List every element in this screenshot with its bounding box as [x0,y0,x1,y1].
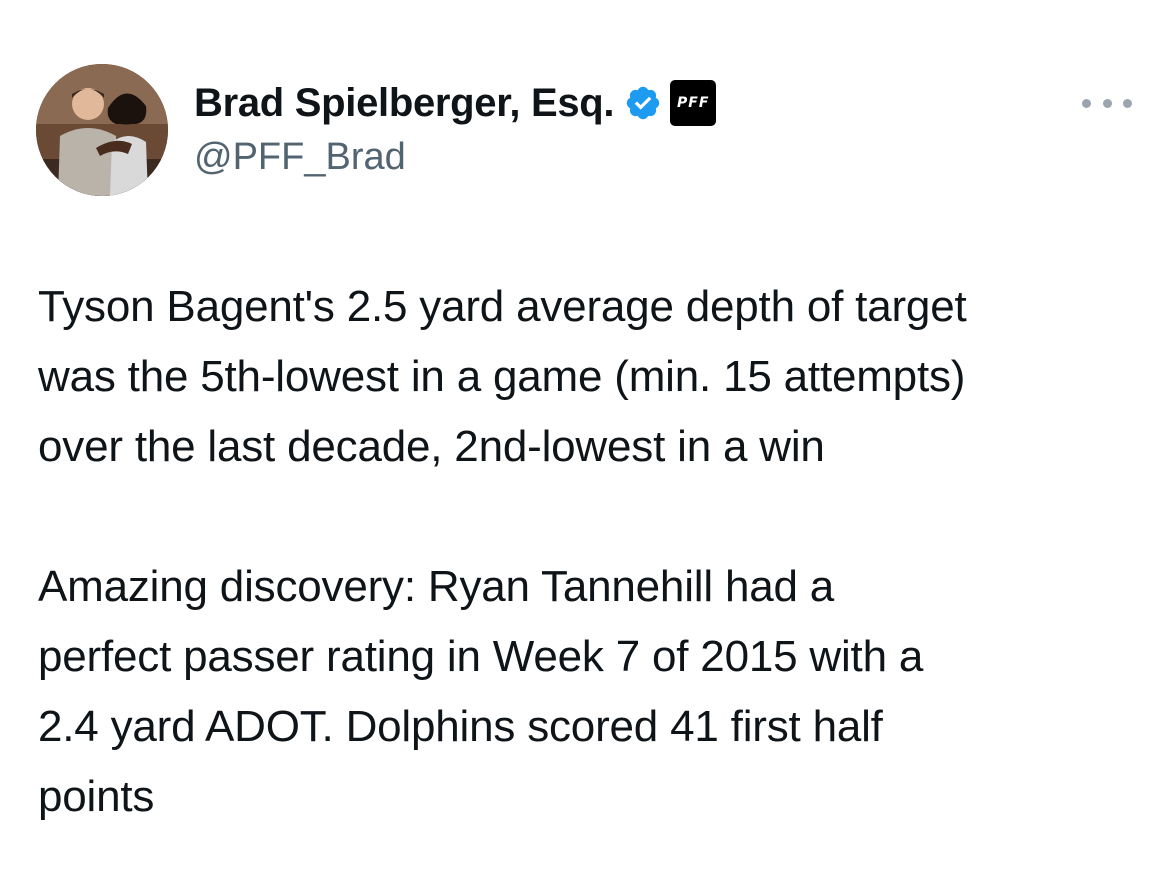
more-options-button[interactable] [1082,88,1132,118]
tweet-line: 2.4 yard ADOT. Dolphins scored 41 first … [38,702,883,751]
tweet-paragraph-2: Amazing discovery: Ryan Tannehill had a … [38,552,1148,832]
tweet-text: Tyson Bagent's 2.5 yard average depth of… [38,272,1148,832]
author-handle[interactable]: @PFF_Brad [194,136,406,178]
tweet-paragraph-1: Tyson Bagent's 2.5 yard average depth of… [38,272,1148,482]
avatar[interactable] [36,64,168,196]
tweet-line: was the 5th-lowest in a game (min. 15 at… [38,352,966,401]
verified-badge-icon [624,84,662,122]
more-horizontal-icon [1102,98,1112,108]
profile-photo-icon [36,64,168,196]
tweet-line: over the last decade, 2nd-lowest in a wi… [38,422,825,471]
author-name-row[interactable]: Brad Spielberger, Esq. PFF [194,78,717,128]
more-horizontal-icon [1082,98,1091,108]
more-horizontal-icon [1123,98,1132,108]
tweet-line: Tyson Bagent's 2.5 yard average depth of… [38,282,967,331]
tweet-line: Amazing discovery: Ryan Tannehill had a [38,562,835,611]
tweet-line: perfect passer rating in Week 7 of 2015 … [38,632,924,681]
tweet-line: points [38,772,155,821]
affiliation-badge-icon[interactable]: PFF [670,80,717,126]
author-display-name[interactable]: Brad Spielberger, Esq. [194,80,615,125]
